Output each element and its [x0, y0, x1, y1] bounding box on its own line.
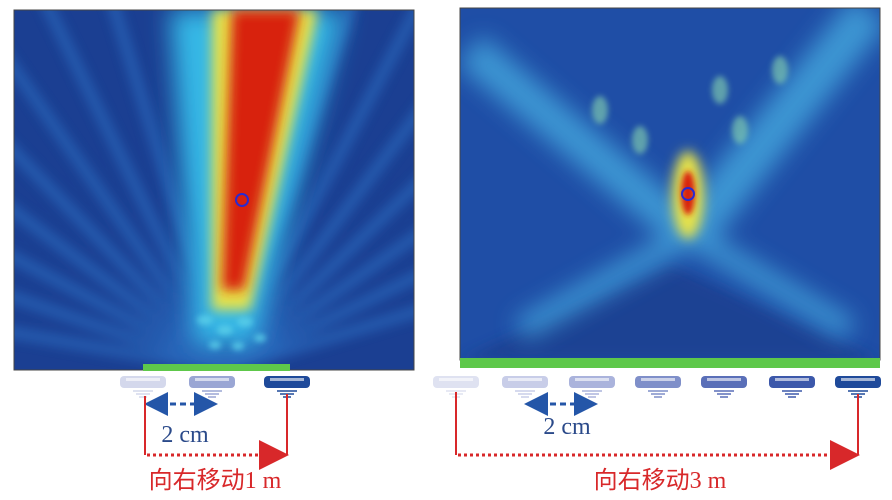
ray [221, 181, 414, 370]
transducer-face [707, 378, 741, 381]
transducer-body [835, 376, 881, 388]
heatmap-right [460, 8, 880, 360]
transducer-body [502, 376, 548, 388]
transducer-body [189, 376, 235, 388]
transducer-face [508, 378, 542, 381]
transducer [569, 376, 615, 398]
transducer-body [769, 376, 815, 388]
ray [44, 10, 230, 370]
ray [14, 205, 228, 370]
transducer [502, 376, 548, 398]
transducer-face [439, 378, 473, 381]
transducer-face [575, 378, 609, 381]
transducer-body [120, 376, 166, 388]
transducer-body [433, 376, 479, 388]
transducer [120, 376, 166, 398]
transducer-face [195, 378, 229, 381]
transducer [189, 376, 235, 398]
ray [221, 111, 414, 370]
transducer-body [264, 376, 310, 388]
heatmap-left [14, 10, 414, 370]
move-label: 向右移动1 m [149, 467, 282, 494]
transducer-face [270, 378, 304, 381]
transducer-face [641, 378, 675, 381]
array-bar-left [143, 364, 290, 371]
move-label: 向右移动3 m [594, 467, 727, 494]
spacing-label: 2 cm [543, 414, 591, 440]
transducer [433, 376, 479, 398]
transducer [835, 376, 881, 398]
spacing-label: 2 cm [161, 422, 209, 448]
array-bar-right [460, 358, 880, 368]
transducer [769, 376, 815, 398]
transducers [120, 376, 881, 398]
transducer [264, 376, 310, 398]
ray [14, 60, 229, 370]
transducer-face [775, 378, 809, 381]
ray [223, 272, 414, 370]
ray [14, 328, 226, 370]
transducer [701, 376, 747, 398]
transducer-face [841, 378, 875, 381]
transducer-face [126, 378, 160, 381]
transducer-body [569, 376, 615, 388]
ray [14, 145, 229, 370]
ray [14, 252, 228, 370]
ray [222, 232, 414, 370]
transducer [635, 376, 681, 398]
ray [223, 307, 414, 370]
transducer-body [635, 376, 681, 388]
transducer-body [701, 376, 747, 388]
ray [14, 292, 227, 370]
